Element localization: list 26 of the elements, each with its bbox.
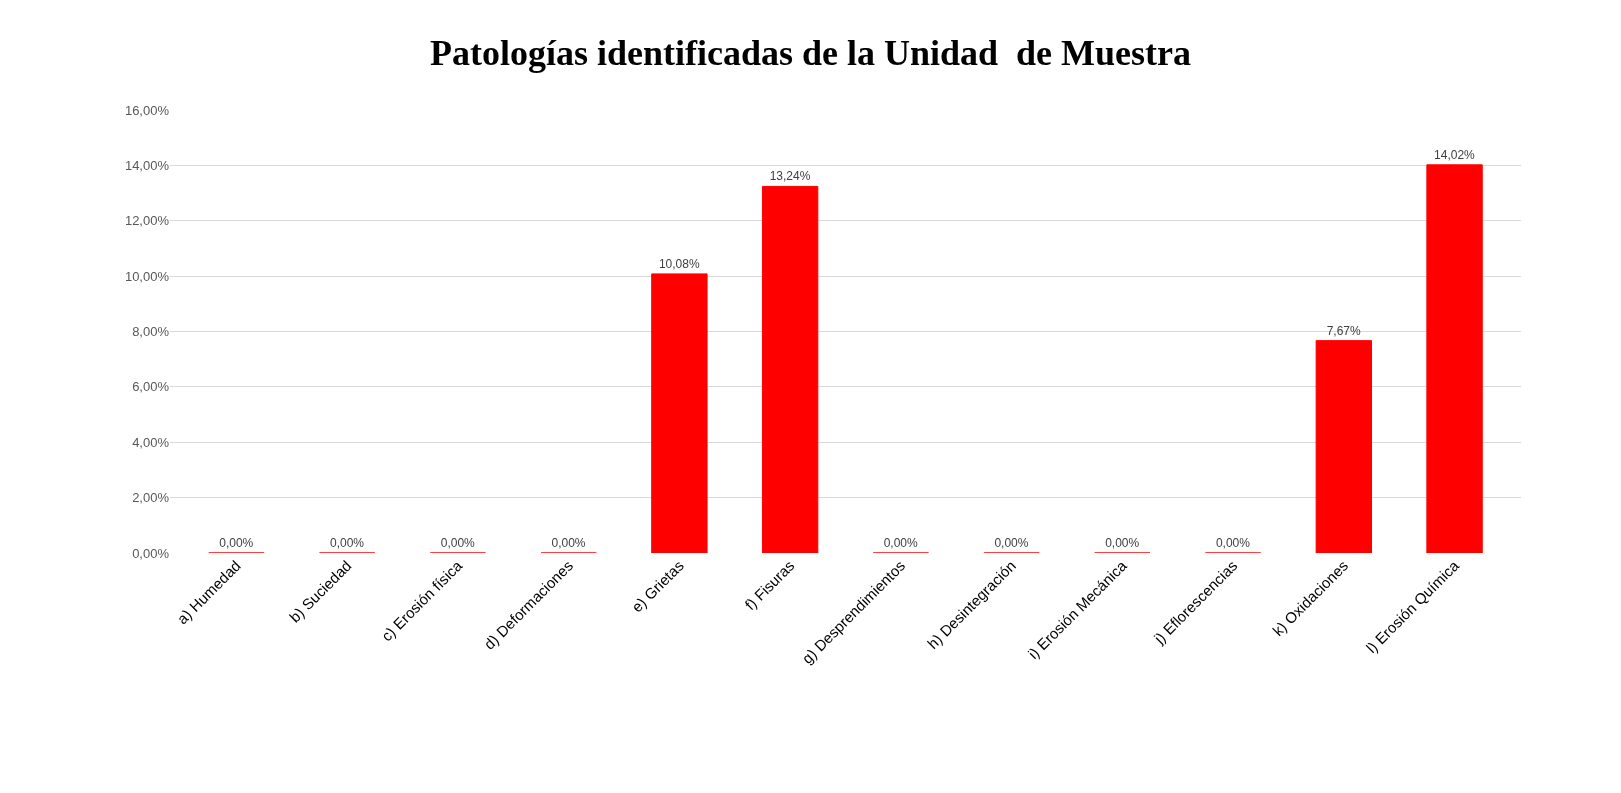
data-label: 0,00% (551, 536, 586, 550)
data-label: 0,00% (1105, 536, 1140, 550)
bar (761, 185, 819, 553)
data-label: 0,00% (219, 536, 254, 550)
y-tick-label: 10,00% (124, 268, 170, 284)
y-tick-label: 12,00% (124, 213, 170, 229)
y-tick-label: 14,00% (124, 157, 170, 173)
y-tick-label: 6,00% (132, 379, 170, 395)
y-tick-label: 4,00% (132, 434, 170, 450)
data-label: 0,00% (994, 536, 1029, 550)
data-label: 14,02% (1434, 147, 1476, 162)
y-tick-label: 0,00% (132, 545, 170, 561)
data-label: 13,24% (769, 169, 811, 184)
bar (1315, 340, 1372, 553)
y-tick-label: 8,00% (132, 324, 170, 340)
y-tick-label: 16,00% (124, 102, 170, 118)
bar (651, 273, 708, 553)
chart-title: Patologías identificadas de la Unidad de Muestra (429, 32, 1192, 73)
data-label: 0,00% (883, 536, 919, 550)
data-label: 10,08% (658, 256, 700, 271)
data-label: 0,00% (440, 536, 476, 550)
data-label: 7,67% (1326, 323, 1361, 338)
y-tick-label: 2,00% (132, 490, 170, 506)
data-label: 0,00% (330, 536, 365, 550)
bar (1426, 164, 1483, 553)
data-label: 0,00% (1215, 536, 1251, 550)
